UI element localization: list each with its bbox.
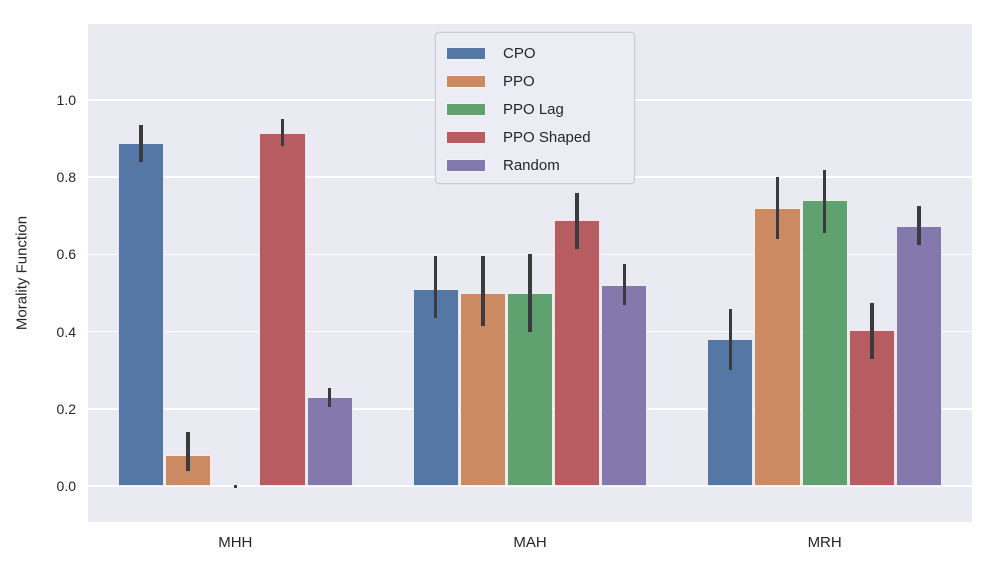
y-tick-label: 0.6 [56,246,76,263]
legend-item-cpo: CPO [446,42,624,64]
x-tick-label-mah: MAH [513,534,547,551]
error-bar-ppo-mhh [186,432,190,471]
legend-label: Random [503,156,560,174]
bar-random-mrh [895,225,943,487]
error-bar-ppo-mrh [775,177,780,240]
bar-cpo-mhh [117,142,165,487]
legend-swatch-icon [446,158,486,172]
x-tick-label-mhh: MHH [218,534,253,551]
y-tick-label: 0.2 [56,400,76,417]
legend-item-ppo-shaped: PPO Shaped [446,126,624,148]
bar-ppo-mrh [754,208,801,487]
bar-ppo-mah [459,293,506,487]
error-bar-ppo-lag-mrh [822,169,827,234]
gridline-y-0.0 [88,485,972,487]
bar-ppo-lag-mrh [801,200,848,487]
error-bar-random-mrh [917,206,921,245]
error-bar-ppo-mah [481,256,485,326]
legend-label: PPO [503,72,535,90]
legend-swatch-icon [446,46,486,60]
legend-item-ppo: PPO [446,70,624,92]
legend-label: PPO Shaped [503,128,591,146]
legend-swatch-icon [446,102,486,116]
legend: CPO PPO PPO Lag PPO Shaped Random [435,32,635,184]
gridline-y-0.6 [88,253,972,256]
legend-item-random: Random [446,154,624,176]
legend-swatch-icon [446,74,486,88]
error-bar-random-mhh [327,387,332,407]
error-bar-ppo-shaped-mah [575,192,579,249]
bar-ppo-shaped-mhh [259,132,306,487]
error-bar-cpo-mah [434,256,438,319]
error-bar-ppo-shaped-mrh [870,302,874,359]
plot-area: CPO PPO PPO Lag PPO Shaped Random [88,24,972,522]
legend-label: PPO Lag [503,100,564,118]
x-tick-label-mrh: MRH [807,534,842,551]
y-tick-label: 1.0 [56,92,76,109]
y-tick-label: 0.8 [56,169,76,186]
bar-random-mhh [306,397,353,487]
y-tick-label: 0.0 [56,478,76,495]
y-tick-label: 0.4 [56,323,76,340]
legend-label: CPO [503,44,536,62]
error-bar-random-mah [622,264,626,305]
error-bar-ppo-lag-mhh [233,484,238,488]
bar-ppo-shaped-mah [554,219,601,487]
error-bar-cpo-mrh [728,308,733,371]
y-axis-label: Morality Function [13,215,31,331]
error-bar-cpo-mhh [139,125,143,162]
bar-cpo-mah [412,289,459,487]
legend-item-ppo-lag: PPO Lag [446,98,624,120]
error-bar-ppo-shaped-mhh [280,119,285,147]
legend-swatch-icon [446,130,486,144]
error-bar-ppo-lag-mah [528,254,532,332]
bar-random-mah [601,285,648,487]
